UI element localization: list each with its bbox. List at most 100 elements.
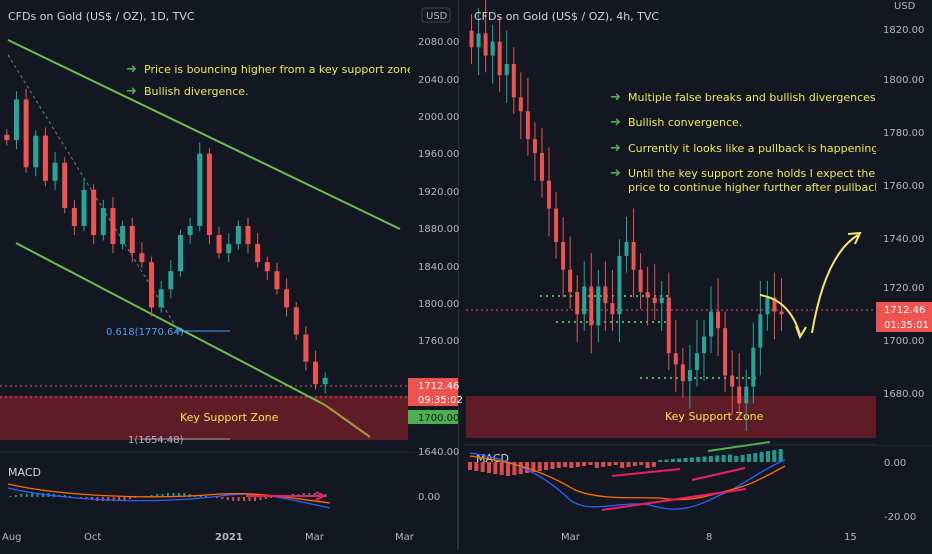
price-tick: 1920.00 — [418, 187, 459, 198]
candle-body — [293, 307, 299, 335]
macd-histogram-bar — [544, 462, 549, 470]
candle-body — [303, 334, 309, 362]
macd-histogram-bar — [253, 497, 256, 501]
candle-body — [617, 255, 622, 315]
candle-body — [129, 226, 135, 254]
macd-histogram-bar — [651, 462, 656, 467]
candle-body — [110, 207, 116, 245]
left-currency-box — [421, 7, 451, 23]
macd-histogram-bar — [727, 454, 732, 462]
candle-body — [497, 41, 502, 76]
time-tick: 15 — [844, 532, 857, 543]
macd-histogram-bar — [134, 497, 137, 498]
macd-histogram-bar — [569, 462, 574, 468]
candle-body — [554, 208, 559, 242]
price-tick: 2080.00 — [418, 37, 459, 48]
candle-body — [518, 97, 523, 112]
candle-body — [737, 386, 742, 404]
macd-histogram-bar — [746, 454, 751, 462]
macd-histogram-bar — [721, 455, 726, 462]
macd-histogram-bar — [31, 493, 34, 497]
candle-body — [476, 33, 481, 48]
macd-histogram-bar — [772, 450, 777, 462]
macd-histogram-bar — [63, 495, 66, 497]
candle-body — [42, 135, 48, 181]
annotation-text: Bullish convergence. — [628, 116, 742, 129]
candle-body — [52, 162, 58, 181]
right-support-zone — [466, 396, 876, 438]
left-current-price-tag — [408, 378, 458, 392]
candle-body — [168, 271, 174, 290]
candle-body — [666, 297, 671, 354]
candle-body — [235, 226, 241, 245]
left-macd-line — [7, 487, 331, 509]
candle-body — [139, 253, 145, 263]
left-countdown-tag — [408, 392, 458, 406]
candle-body — [772, 297, 777, 312]
price-tick: 2040.00 — [418, 75, 459, 86]
left-macd-label: MACD — [8, 466, 41, 479]
arrow-right-icon: ➜ — [610, 115, 621, 130]
candle-body — [483, 33, 488, 56]
price-tick: 1640.00 — [418, 447, 459, 458]
time-tick: Mar — [561, 532, 581, 543]
candle-body — [680, 364, 685, 382]
candle-body — [610, 303, 615, 315]
candle-body — [561, 241, 566, 270]
macd-histogram-bar — [183, 493, 186, 497]
right-macd — [468, 449, 783, 476]
macd-histogram-bar — [85, 497, 88, 499]
macd-histogram-bar — [594, 462, 599, 468]
macd-histogram-bar — [588, 462, 593, 465]
annotation-text: Currently it looks like a pullback is ha… — [628, 142, 882, 155]
pullback-arrowhead — [795, 325, 807, 340]
channel-upper-line — [7, 39, 401, 230]
right-convergence-arrow — [707, 441, 771, 452]
macd-histogram-bar — [639, 462, 644, 465]
price-tick: 1700.00 — [883, 336, 924, 347]
channel-lower-extension — [324, 404, 371, 438]
candle-body — [596, 286, 601, 326]
macd-histogram-bar — [607, 462, 612, 466]
candle-body — [751, 347, 756, 387]
candle-body — [525, 111, 530, 140]
candle-body — [91, 189, 97, 236]
left-candles — [4, 88, 328, 394]
annotation-text: Bullish divergence. — [144, 85, 249, 98]
time-tick: Mar — [305, 532, 325, 543]
candle-body — [216, 235, 222, 254]
candle-body — [652, 297, 657, 304]
candle-body — [71, 207, 77, 226]
candle-body — [631, 241, 636, 270]
right-div-arrow-1 — [611, 468, 681, 477]
price-tick: 1820.00 — [883, 25, 924, 36]
arrow-right-icon: ➜ — [610, 166, 621, 181]
candle-body — [568, 269, 573, 293]
left-price-axis[interactable] — [410, 0, 458, 452]
annotation-text: Until the key support zone holds I expec… — [628, 167, 875, 180]
price-tick: 1800.00 — [418, 299, 459, 310]
macd-histogram-bar — [226, 497, 229, 500]
macd-histogram-bar — [259, 497, 262, 500]
fib-0618-label: 0.618(1770.64) — [106, 327, 184, 338]
price-tick: 1960.00 — [418, 149, 459, 160]
macd-histogram-bar — [167, 493, 169, 497]
macd-histogram-bar — [14, 495, 17, 497]
macd-histogram-bar — [480, 462, 485, 472]
candle-body — [744, 386, 749, 404]
candle-body — [274, 271, 280, 290]
candle-body — [226, 244, 232, 254]
macd-histogram-bar — [112, 497, 115, 501]
candle-body — [532, 139, 537, 153]
candle-body — [81, 189, 87, 226]
macd-histogram-bar — [9, 496, 12, 497]
left-divergence-arrowhead — [315, 491, 327, 501]
left-countdown: 09:35:02 — [418, 395, 463, 406]
right-price-axis[interactable] — [876, 0, 932, 445]
price-tick: 1760.00 — [883, 181, 924, 192]
candle-body — [645, 292, 650, 298]
left-currency: USD — [426, 11, 448, 22]
right-annotation-4: ➜ Until the key support zone holds I exp… — [610, 166, 890, 194]
